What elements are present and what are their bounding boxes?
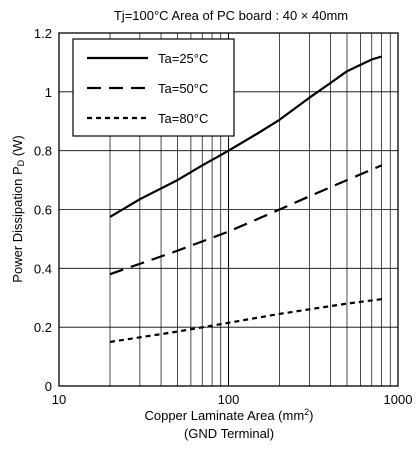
x-tick-label: 10	[52, 392, 66, 407]
series-lines	[109, 55, 383, 343]
legend-label-3: Ta=80°C	[158, 111, 208, 126]
x-axis-label: Copper Laminate Area (mm2)	[144, 407, 313, 423]
x-tick-label: 100	[218, 392, 240, 407]
series-line-1	[109, 55, 382, 218]
x-axis-label-line2: (GND Terminal)	[184, 426, 274, 441]
series-line-2	[109, 164, 383, 276]
y-tick-label: 0.2	[34, 320, 52, 335]
y-tick-label: 0.6	[34, 203, 52, 218]
x-tick-label: 1000	[384, 392, 413, 407]
y-tick-label: 1.2	[34, 26, 52, 41]
y-tick-label: 0	[45, 379, 52, 394]
chart-title: Tj=100°C Area of PC board : 40 × 40mm	[114, 8, 348, 23]
legend-label-1: Ta=25°C	[158, 51, 208, 66]
legend: Ta=25°C Ta=50°C Ta=80°C	[72, 38, 235, 137]
x-tick-labels: 10 100 1000	[52, 392, 413, 407]
y-tick-labels: 0 0.2 0.4 0.6 0.8 1 1.2	[34, 26, 52, 394]
series-line-3	[109, 298, 382, 343]
legend-label-2: Ta=50°C	[158, 81, 208, 96]
plot-frame	[58, 32, 399, 387]
y-tick-label: 1	[45, 85, 52, 100]
y-tick-label: 0.8	[34, 144, 52, 159]
y-tick-label: 0.4	[34, 261, 52, 276]
y-axis-label: Power Dissipation PD (W)	[10, 135, 26, 282]
